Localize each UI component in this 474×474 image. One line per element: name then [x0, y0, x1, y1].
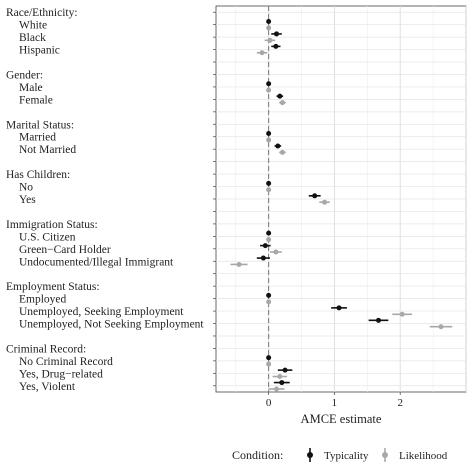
- x-tick-label: 1: [332, 397, 338, 409]
- x-tick-label: 2: [397, 397, 403, 409]
- typicality-point: [266, 81, 272, 87]
- x-tick-label: 0: [266, 397, 272, 409]
- likelihood-point: [322, 199, 328, 205]
- typicality-point: [312, 193, 318, 199]
- group-header-label: Criminal Record:: [6, 343, 86, 355]
- legend-title: Condition:: [232, 448, 283, 462]
- level-label: Female: [19, 94, 53, 106]
- likelihood-point: [266, 137, 272, 143]
- level-label: Unemployed, Not Seeking Employment: [19, 319, 204, 331]
- level-label: Married: [19, 132, 56, 144]
- likelihood-point: [273, 249, 279, 255]
- likelihood-point: [236, 261, 242, 267]
- typicality-point: [266, 131, 272, 137]
- legend-key-point: [382, 452, 388, 458]
- typicality-point: [376, 317, 381, 323]
- level-label: U.S. Citizen: [19, 231, 76, 243]
- typicality-point: [282, 367, 288, 373]
- typicality-point: [262, 243, 268, 249]
- level-label: No: [19, 182, 33, 194]
- grid-lines: [216, 6, 467, 392]
- typicality-point: [260, 255, 266, 261]
- likelihood-point: [266, 87, 272, 93]
- likelihood-point: [266, 237, 272, 243]
- x-axis-label: AMCE estimate: [301, 412, 382, 426]
- typicality-point: [266, 180, 272, 186]
- likelihood-point: [267, 37, 273, 43]
- level-label: Yes: [19, 194, 36, 206]
- x-axis: 0 1 2: [266, 392, 403, 409]
- level-label: Employed: [19, 294, 67, 306]
- level-label: Not Married: [19, 144, 76, 156]
- typicality-point: [279, 380, 285, 386]
- group-header-label: Gender:: [6, 69, 43, 81]
- level-label: Yes, Violent: [19, 381, 76, 393]
- estimate-marks: [230, 18, 453, 392]
- typicality-point: [273, 43, 279, 49]
- likelihood-point: [279, 100, 285, 106]
- group-header-label: Immigration Status:: [6, 219, 98, 231]
- likelihood-point: [277, 374, 283, 380]
- level-label: Unemployed, Seeking Employment: [19, 306, 184, 318]
- level-label: Yes, Drug−related: [19, 368, 103, 380]
- likelihood-point: [266, 25, 272, 31]
- level-label: No Criminal Record: [19, 356, 113, 368]
- group-header-label: Has Children:: [6, 169, 70, 181]
- legend-key-point: [307, 452, 313, 458]
- likelihood-point: [274, 386, 280, 392]
- group-header-label: Race/Ethnicity:: [6, 7, 78, 19]
- likelihood-point: [259, 50, 265, 56]
- typicality-point: [275, 143, 281, 149]
- likelihood-point: [438, 324, 444, 330]
- likelihood-point: [279, 149, 285, 155]
- group-header-label: Marital Status:: [6, 119, 74, 131]
- level-label: Green−Card Holder: [19, 244, 111, 256]
- legend: Condition: Typicality Likelihood: [232, 448, 448, 462]
- level-label: Black: [19, 32, 46, 44]
- legend-entry-label: Likelihood: [399, 450, 448, 462]
- likelihood-point: [266, 187, 272, 193]
- likelihood-point: [399, 311, 405, 317]
- likelihood-point: [266, 299, 272, 305]
- likelihood-point: [266, 361, 272, 367]
- group-header-label: Employment Status:: [6, 281, 100, 293]
- level-label: Male: [19, 82, 43, 94]
- level-label: White: [19, 20, 47, 32]
- typicality-point: [266, 292, 272, 298]
- typicality-point: [274, 31, 280, 37]
- level-label: Hispanic: [19, 45, 60, 57]
- typicality-point: [336, 305, 342, 311]
- typicality-point: [266, 18, 272, 24]
- level-label: Undocumented/Illegal Immigrant: [19, 256, 174, 268]
- legend-entry-label: Typicality: [324, 450, 369, 462]
- typicality-point: [266, 355, 272, 361]
- typicality-point: [277, 93, 283, 99]
- typicality-point: [266, 230, 272, 236]
